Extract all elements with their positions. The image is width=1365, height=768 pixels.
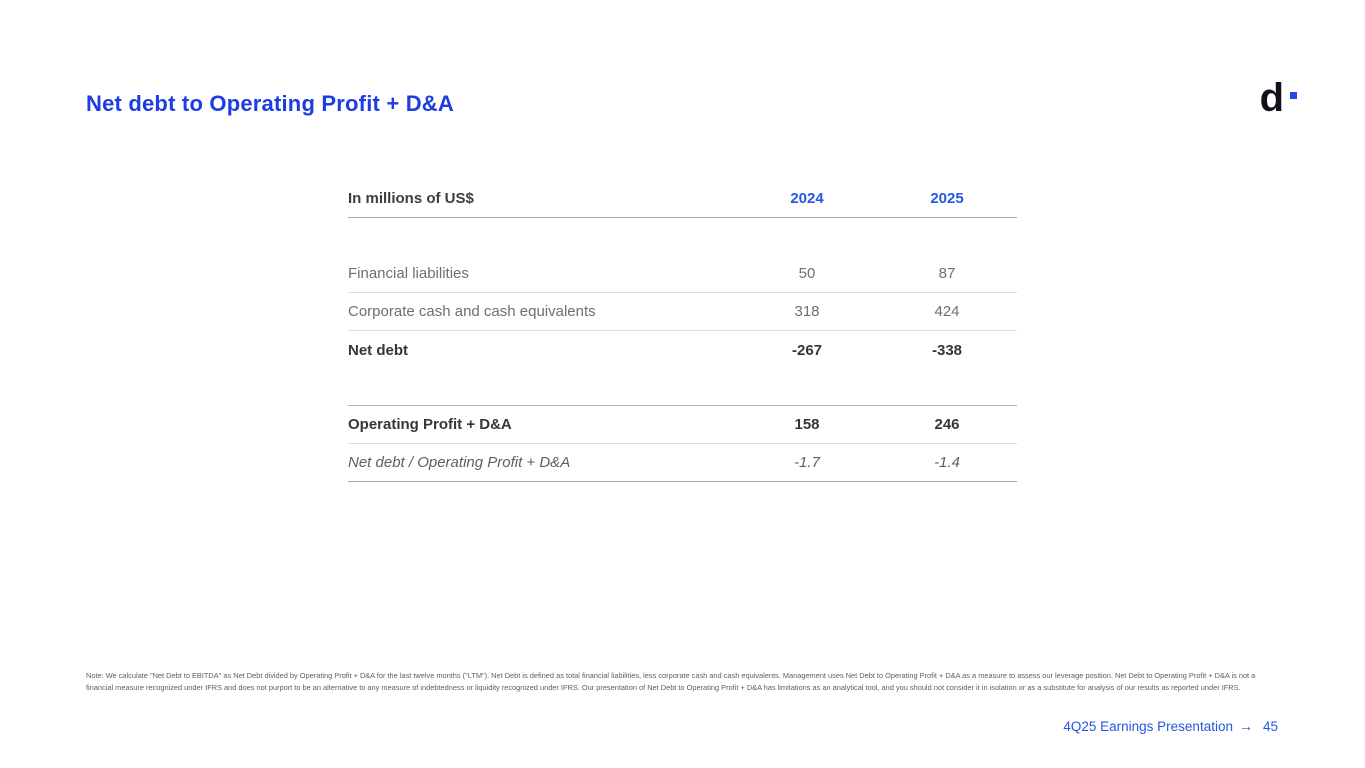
value-2024: -267	[791, 341, 823, 359]
value-2025: 246	[934, 416, 960, 433]
row-label: Operating Profit + D&A	[348, 416, 512, 433]
table-header-label: In millions of US$	[348, 190, 474, 207]
logo-dot-icon	[1290, 91, 1297, 99]
column-header-2025: 2025	[930, 190, 964, 207]
table-row-net-debt-ratio: Net debt / Operating Profit + D&A -1.7 -…	[348, 444, 1017, 482]
arrow-right-icon: →	[1238, 718, 1253, 734]
row-label: Corporate cash and cash equivalents	[348, 303, 596, 320]
table-spacer	[348, 369, 1017, 406]
table-header-row: In millions of US$ 2024 2025	[348, 180, 1017, 218]
row-label: Net debt / Operating Profit + D&A	[348, 454, 571, 471]
table-row-financial-liabilities: Financial liabilities 50 87	[348, 255, 1017, 293]
footer-label: 4Q25 Earnings Presentation	[1063, 718, 1233, 734]
table-row-net-debt: Net debt -267 -338	[348, 331, 1017, 369]
table-row-operating-profit: Operating Profit + D&A 158 246	[348, 406, 1017, 444]
value-2024: 318	[794, 303, 820, 320]
logo-letter: d	[1259, 76, 1284, 120]
value-2024: 50	[798, 265, 816, 282]
value-2025: -1.4	[934, 454, 960, 471]
dlocal-logo: d	[1260, 78, 1297, 118]
value-2024: 158	[794, 416, 820, 433]
slide-footer: 4Q25 Earnings Presentation → 45	[1063, 718, 1278, 734]
value-2025: 87	[938, 265, 956, 282]
value-2025: 424	[934, 303, 960, 320]
footnote-text: Note: We calculate "Net Debt to EBITDA" …	[86, 671, 1256, 692]
page-title: Net debt to Operating Profit + D&A	[86, 91, 454, 116]
row-label: Net debt	[348, 341, 408, 359]
value-2024: -1.7	[794, 454, 820, 471]
page-number: 45	[1262, 718, 1278, 734]
column-header-2024: 2024	[790, 190, 824, 207]
table-spacer	[348, 218, 1017, 255]
table-row-corporate-cash: Corporate cash and cash equivalents 318 …	[348, 293, 1017, 331]
row-label: Financial liabilities	[348, 265, 469, 282]
net-debt-table: In millions of US$ 2024 2025 Financial l…	[348, 180, 1017, 482]
value-2025: -338	[931, 341, 963, 359]
